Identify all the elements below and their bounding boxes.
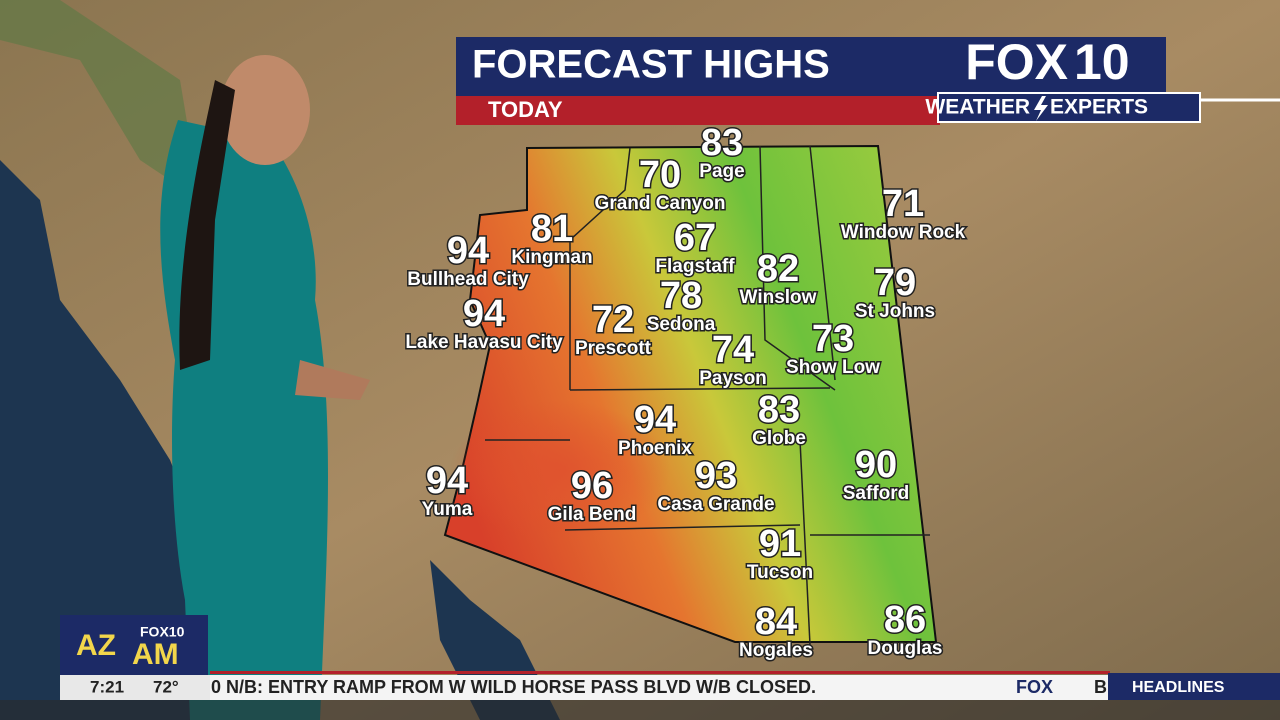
- city-name: Sedona: [647, 314, 716, 335]
- presenter-hair: [179, 80, 235, 370]
- city-temp: 94: [463, 293, 505, 335]
- city-temp: 82: [757, 248, 799, 290]
- city-temp: 90: [855, 444, 897, 486]
- ticker-next: B: [1094, 677, 1107, 697]
- city-name: Phoenix: [618, 438, 692, 459]
- city-name: Tucson: [747, 562, 813, 583]
- headlines-label: HEADLINES: [1132, 679, 1225, 696]
- header-bar: [456, 37, 1166, 96]
- city-name: Winslow: [740, 287, 817, 308]
- city-temp: 71: [882, 183, 924, 225]
- city-temp: 94: [447, 230, 489, 272]
- city-name: Nogales: [739, 640, 813, 661]
- city-temp: 67: [674, 217, 716, 259]
- forest: [0, 0, 200, 200]
- show-logo-left: AZ: [76, 629, 116, 662]
- subheader-bar: [456, 96, 940, 125]
- city-name: Payson: [699, 368, 767, 389]
- show-logo-box: [60, 615, 208, 675]
- ticker-bar: [60, 675, 1108, 700]
- ticker-info: [60, 675, 210, 700]
- city-name: Show Low: [786, 357, 880, 378]
- tagline-left: WEATHER: [925, 96, 1030, 119]
- city-temp: 86: [884, 599, 926, 641]
- presenter-face: [220, 55, 310, 165]
- city-temp: 79: [874, 262, 916, 304]
- city-temp: 84: [755, 601, 797, 643]
- city-name: Douglas: [868, 638, 943, 659]
- header-title: FORECAST HIGHS: [472, 43, 830, 87]
- tagline-box: [937, 92, 1201, 123]
- header-subtitle: TODAY: [488, 97, 563, 122]
- city-temp: 96: [571, 465, 613, 507]
- city-name: St Johns: [855, 301, 935, 322]
- show-logo-brand: FOX10: [140, 624, 185, 640]
- city-temp: 83: [701, 122, 743, 164]
- city-temp: 93: [695, 455, 737, 497]
- logo-channel: 10: [1074, 34, 1130, 90]
- city-name: Bullhead City: [407, 269, 529, 290]
- county-lines: [485, 145, 930, 646]
- heat-zone: [450, 400, 670, 540]
- city-temp: 73: [812, 318, 854, 360]
- logo-brand: FOX: [965, 34, 1068, 90]
- ticker-temp: 72°: [153, 677, 179, 696]
- city-name: Yuma: [422, 499, 473, 520]
- city-name: Page: [699, 161, 744, 182]
- city-temp: 94: [634, 399, 676, 441]
- ticker-accent: [210, 671, 1110, 674]
- city-name: Casa Grande: [657, 494, 774, 515]
- city-temp: 91: [759, 523, 801, 565]
- city-temp: 83: [758, 389, 800, 431]
- presenter-arm: [295, 360, 370, 400]
- city-temp: 81: [531, 208, 573, 250]
- city-temp: 74: [712, 329, 754, 371]
- city-temp: 94: [426, 460, 468, 502]
- ticker-text: 0 N/B: ENTRY RAMP FROM W WILD HORSE PASS…: [211, 677, 816, 697]
- tagline-right: EXPERTS: [1050, 96, 1148, 119]
- city-name: Prescott: [575, 338, 652, 359]
- city-name: Flagstaff: [655, 256, 735, 277]
- ticker-time: 7:21: [90, 677, 124, 696]
- city-temp: 72: [592, 299, 634, 341]
- bolt-icon: [1034, 96, 1048, 121]
- city-temp: 70: [639, 154, 681, 196]
- city-name: Lake Havasu City: [405, 332, 563, 353]
- city-name: Grand Canyon: [595, 193, 726, 214]
- city-name: Kingman: [511, 247, 592, 268]
- bottom-strip: [0, 700, 1280, 720]
- ticker-brand: FOX: [1016, 677, 1053, 697]
- show-logo-right: AM: [132, 638, 179, 671]
- city-name: Safford: [843, 483, 910, 504]
- city-name: Globe: [752, 428, 806, 449]
- headlines-box: [1108, 673, 1280, 700]
- city-name: Gila Bend: [548, 504, 637, 525]
- city-name: Window Rock: [841, 222, 966, 243]
- city-temp: 78: [660, 275, 702, 317]
